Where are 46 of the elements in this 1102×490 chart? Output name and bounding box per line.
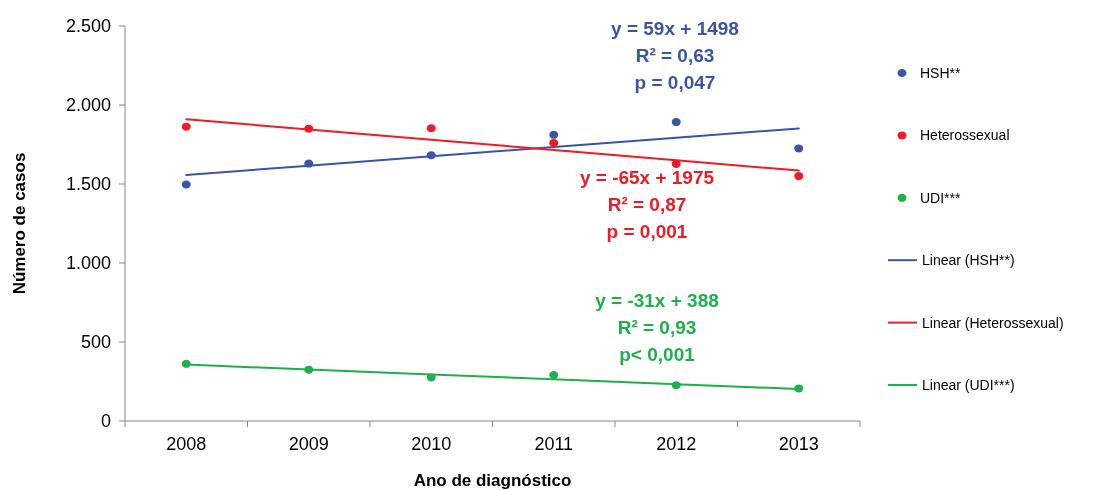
point — [426, 124, 436, 133]
annotation: y = -31x + 388 — [595, 289, 719, 311]
y-tick-label: 2.000 — [65, 95, 111, 116]
x-tick-label: 2011 — [534, 434, 574, 454]
y-tick-label: 0 — [100, 411, 111, 432]
annotation: R² = 0,93 — [617, 316, 697, 338]
annotation: y = 59x + 1498 — [611, 17, 739, 39]
x-axis-title: Ano de diagnóstico — [413, 471, 572, 490]
y-tick-label: 2.500 — [65, 16, 111, 37]
point — [181, 359, 191, 368]
x-tick-label: 2009 — [288, 434, 329, 454]
y-tick-label: 500 — [80, 332, 111, 353]
point — [794, 144, 804, 153]
legend-label: Linear (Heterossexual) — [922, 314, 1064, 331]
point — [671, 381, 681, 390]
annotation: p = 0,047 — [634, 71, 716, 93]
annotation: R² = 0,87 — [607, 193, 687, 215]
legend-label: HSH** — [920, 64, 962, 81]
point — [794, 172, 804, 181]
point — [304, 124, 314, 133]
x-tick-label: 2008 — [166, 434, 207, 454]
point — [181, 180, 191, 189]
legend-label: Linear (UDI***) — [922, 376, 1015, 393]
point — [426, 373, 436, 382]
annotation: R² = 0,63 — [635, 44, 715, 66]
annotation: p = 0,001 — [606, 220, 688, 242]
point — [549, 138, 559, 147]
x-tick-label: 2013 — [778, 434, 819, 454]
point — [181, 122, 191, 131]
point — [549, 371, 559, 380]
annotation: p< 0,001 — [619, 343, 696, 365]
point — [794, 384, 804, 393]
y-axis-title: Número de casos — [10, 152, 29, 295]
x-tick-label: 2012 — [656, 434, 697, 454]
point — [304, 365, 314, 374]
point — [304, 159, 314, 168]
x-tick-label: 2010 — [411, 434, 452, 454]
y-tick-label: 1.500 — [65, 174, 111, 195]
legend-label: UDI*** — [920, 189, 962, 206]
annotation: y = -65x + 1975 — [579, 166, 715, 188]
legend-label: Linear (HSH**) — [922, 252, 1015, 269]
point — [671, 118, 681, 127]
point — [426, 151, 436, 160]
y-tick-label: 1.000 — [65, 253, 111, 274]
legend-label: Heterossexual — [920, 127, 1010, 144]
point — [549, 130, 559, 139]
